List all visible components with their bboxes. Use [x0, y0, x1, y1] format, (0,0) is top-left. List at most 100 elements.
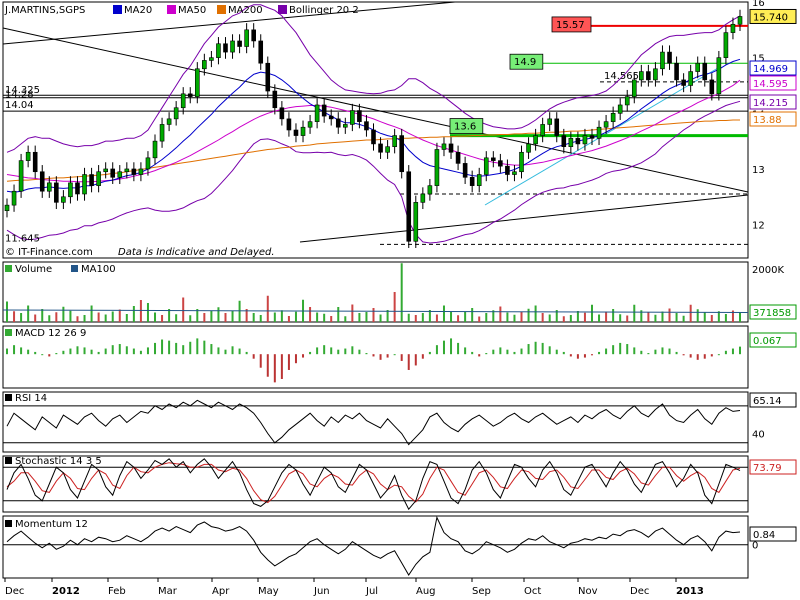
candle-body: [265, 62, 271, 92]
trendline-falling: [2, 27, 749, 193]
macd-bar: [245, 351, 248, 355]
candle-body: [483, 157, 489, 175]
candle-body: [730, 23, 736, 33]
volume-ma100-line: [2, 309, 749, 313]
volume-bar: [273, 312, 276, 322]
x-tick-label: Dec: [5, 586, 24, 597]
candle-body: [96, 171, 101, 186]
volume-bar: [280, 310, 283, 322]
volume-bar: [583, 312, 586, 322]
level-label-14-325: 14.325: [5, 85, 40, 96]
volume-bar: [337, 307, 340, 322]
candle-body: [314, 104, 320, 122]
candle-body: [568, 138, 574, 147]
candle-body: [716, 57, 722, 95]
macd-bar: [485, 353, 488, 355]
macd-bar: [41, 354, 44, 356]
right-label-0-box: [749, 60, 797, 76]
stochastic-d-line: [6, 462, 741, 504]
macd-bar: [717, 354, 720, 356]
macd-bar: [675, 351, 678, 355]
candle-body: [695, 62, 701, 72]
volume-bar: [217, 307, 220, 322]
macd-bar: [62, 350, 65, 355]
volume-bar: [224, 313, 227, 322]
candle-body: [624, 96, 630, 106]
candle-body: [75, 182, 80, 195]
volume-bar: [97, 312, 100, 322]
rsi-last-label: 65.14: [753, 396, 782, 407]
volume-bar: [55, 312, 58, 322]
macd-bar: [428, 351, 431, 355]
candle-body: [378, 143, 383, 153]
macd-bar: [661, 347, 664, 355]
candle-body: [251, 29, 256, 42]
volume-bar: [13, 311, 16, 322]
momentum-last-label: 0.84: [753, 530, 775, 541]
price-y-tick: 16: [752, 0, 765, 9]
x-tick-label: Mar: [158, 586, 178, 597]
candle-body: [737, 16, 743, 25]
right-label-0: 14.969: [753, 64, 788, 75]
volume-bar: [562, 316, 565, 322]
macd-bar: [478, 354, 481, 357]
candle-body: [258, 40, 264, 64]
macd-bar: [421, 354, 424, 359]
candle-body: [145, 157, 151, 170]
volume-bar: [647, 312, 650, 322]
volume-last-label-box: [749, 304, 797, 320]
volume-bar: [675, 313, 678, 322]
macd-bar: [435, 345, 438, 355]
macd-bar: [379, 354, 382, 360]
volume-bar: [139, 300, 142, 322]
candle-body: [61, 196, 66, 203]
right-label-2-box: [749, 94, 797, 110]
candle-body: [180, 93, 186, 109]
volume-bar: [203, 313, 206, 322]
volume-bar: [739, 312, 741, 322]
x-tick-label: Sep: [472, 586, 491, 597]
volume-bar: [6, 301, 8, 322]
candle-body: [286, 118, 292, 131]
candle-body: [68, 182, 73, 198]
volume-bar: [316, 312, 319, 322]
volume-bar: [41, 309, 44, 322]
rsi-title: RSI 14: [15, 393, 47, 404]
volume-bar: [266, 295, 269, 322]
volume-bar: [640, 310, 643, 322]
volume-last-label: 371858: [753, 308, 791, 319]
legend-label-bollinger-20-2: Bollinger 20 2: [289, 5, 359, 16]
candle-body: [547, 118, 553, 125]
volume-bar: [259, 315, 262, 322]
x-tick-label: 2013: [676, 586, 704, 597]
volume-bar: [48, 315, 51, 322]
candle-body: [723, 32, 729, 58]
macd-bar: [471, 351, 474, 355]
macd-bar: [302, 354, 305, 358]
x-tick-label: May: [258, 586, 279, 597]
candle-body: [357, 110, 362, 122]
macd-bar: [69, 348, 72, 355]
candle-body: [230, 40, 235, 53]
volume-bar: [682, 315, 685, 322]
candle-body: [476, 174, 482, 186]
volume-bar: [654, 314, 657, 322]
momentum-y-tick: 0: [752, 541, 758, 552]
legend-swatch-bollinger-20-2: [278, 5, 287, 14]
right-label-1: 14.595: [753, 79, 788, 90]
price-y-tick: 13: [752, 165, 765, 176]
macd-bar: [640, 350, 643, 355]
candle-body: [448, 143, 454, 153]
candle-body: [293, 129, 299, 136]
volume-bar: [189, 315, 192, 322]
candle-body: [89, 174, 94, 186]
candle-body: [328, 115, 334, 120]
volume-bar: [619, 314, 622, 322]
macd-bar: [280, 354, 283, 379]
candle-body: [427, 185, 433, 195]
candle-body: [152, 140, 158, 159]
macd-bar: [668, 348, 671, 355]
candle-body: [39, 171, 45, 192]
candle-body: [18, 160, 24, 192]
volume-bar: [590, 304, 593, 322]
